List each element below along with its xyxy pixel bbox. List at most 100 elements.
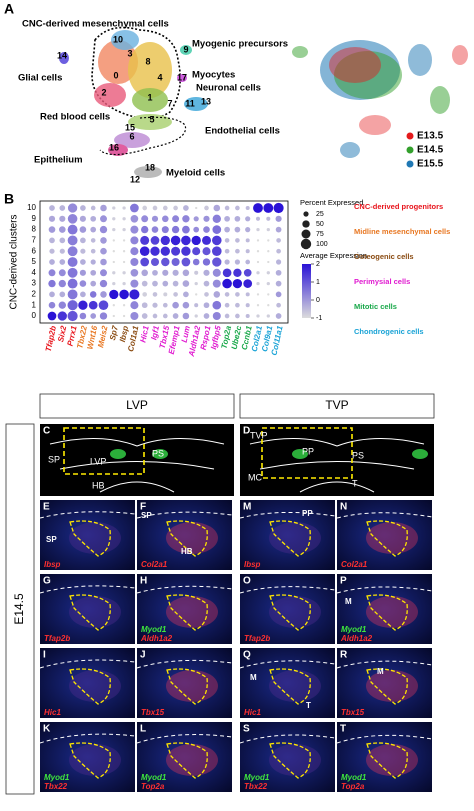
region-label: M xyxy=(345,597,352,606)
dot xyxy=(150,246,160,256)
dot xyxy=(112,314,115,318)
dot xyxy=(245,216,251,222)
panel-letter: T xyxy=(340,724,346,735)
cell-type-label: CNC-derived mesenchymal cells xyxy=(22,19,169,30)
stain-label: Tbx22 xyxy=(44,782,68,791)
dot xyxy=(89,291,97,298)
dot xyxy=(88,300,98,310)
dot xyxy=(152,302,158,308)
dot xyxy=(59,215,66,222)
signal xyxy=(366,596,418,628)
panel-bg xyxy=(40,574,135,644)
dot xyxy=(58,301,66,309)
dot xyxy=(90,280,97,287)
boundary xyxy=(39,511,136,519)
dot xyxy=(245,259,251,265)
dot xyxy=(112,227,116,232)
umap-cloud xyxy=(452,45,468,65)
panel-bg xyxy=(137,722,232,792)
dot xyxy=(224,238,230,243)
dot xyxy=(109,289,119,300)
dot xyxy=(256,239,260,242)
dot xyxy=(59,248,65,254)
cell-type-label: Glial cells xyxy=(18,73,62,84)
dot xyxy=(151,215,159,222)
region-label: PP xyxy=(302,446,314,456)
micrograph: Q M T Hic1 xyxy=(239,648,336,718)
dot xyxy=(245,313,250,319)
panel-bg xyxy=(240,648,335,718)
outline xyxy=(49,438,225,493)
dot xyxy=(171,225,180,234)
gene-label: Igf1 xyxy=(149,324,161,340)
dot xyxy=(130,236,139,245)
dot xyxy=(276,302,281,308)
dot xyxy=(141,215,149,223)
dot xyxy=(212,268,221,277)
boundary xyxy=(39,659,136,669)
dot xyxy=(195,206,198,210)
stain-label: Hic1 xyxy=(244,708,261,717)
dot xyxy=(256,293,260,296)
dot xyxy=(234,226,241,233)
micrograph: G Tfap2b xyxy=(39,574,136,644)
dot xyxy=(130,203,139,213)
dot xyxy=(203,215,210,222)
header-label: LVP xyxy=(126,398,148,412)
dot xyxy=(212,300,222,310)
dot xyxy=(181,246,191,256)
stain-label: Col2a1 xyxy=(141,560,168,569)
muscle-outline xyxy=(166,742,208,779)
dot xyxy=(67,224,78,235)
dot xyxy=(141,302,148,309)
dot xyxy=(67,214,78,224)
dot xyxy=(182,280,190,287)
dot xyxy=(122,250,126,253)
y-tick-label: 10 xyxy=(27,203,36,212)
dot xyxy=(90,269,97,276)
overview-panel: C SP LVP PS HB xyxy=(40,424,234,496)
dot xyxy=(59,226,66,233)
dot xyxy=(122,271,126,275)
colorbar-label: 1 xyxy=(316,279,320,286)
dot xyxy=(191,235,201,246)
dot xyxy=(130,214,139,223)
panel-bg xyxy=(137,648,232,718)
dot xyxy=(267,260,270,264)
muscle-outline xyxy=(166,520,208,557)
dot xyxy=(100,269,107,277)
panel-letter: S xyxy=(243,724,250,735)
stain-label: Top2a xyxy=(141,782,165,791)
dot xyxy=(194,270,199,275)
dot xyxy=(256,314,260,318)
muscle xyxy=(152,449,168,459)
stain-label: Tbx15 xyxy=(141,708,165,717)
dot xyxy=(67,300,78,311)
dot xyxy=(162,280,169,287)
dot xyxy=(130,247,139,256)
boundary xyxy=(136,585,233,594)
panel-bg xyxy=(40,648,135,718)
panel-letter: M xyxy=(243,502,251,513)
dot xyxy=(170,235,181,246)
overview-panel: D TVP PP PS MC T xyxy=(240,424,434,496)
size-key-label: 75 xyxy=(316,231,324,238)
dot xyxy=(90,238,96,243)
dot xyxy=(80,248,86,254)
dot xyxy=(222,268,232,278)
boundary xyxy=(336,512,433,519)
dot xyxy=(130,311,139,321)
dot xyxy=(59,259,66,265)
dot xyxy=(100,237,107,244)
stain-label: Myod1 xyxy=(341,625,367,634)
micrograph: O Tfap2b xyxy=(239,574,336,644)
boundary xyxy=(239,511,336,519)
dot xyxy=(212,257,222,267)
cell-type-label: Endothelial cells xyxy=(205,126,280,137)
dot xyxy=(80,237,86,244)
muscle xyxy=(110,449,126,459)
dot xyxy=(235,302,240,308)
dot xyxy=(275,226,282,233)
stain-label: Myod1 xyxy=(44,773,70,782)
panel-bg xyxy=(137,500,232,570)
